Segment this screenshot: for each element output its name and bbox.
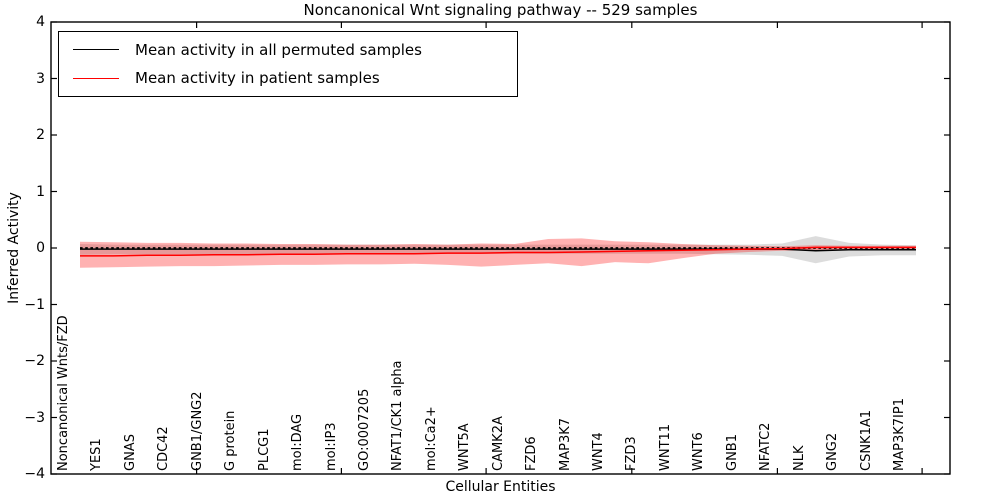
y-tick-label: −4 [24,466,45,482]
legend-label: Mean activity in patient samples [135,69,380,88]
x-category-label: GNB1 [724,434,740,471]
legend-label: Mean activity in all permuted samples [135,40,422,59]
x-category-label: mol:DAG [290,413,306,471]
x-category-label: CDC42 [156,426,172,471]
y-tick-label: 2 [36,127,45,143]
x-axis-label: Cellular Entities [445,479,556,495]
x-category-label: GNB1/GNG2 [189,391,205,471]
legend-item-patient: Mean activity in patient samples [59,65,517,91]
patient-line-swatch [73,77,119,79]
x-category-label: MAP3K7IP1 [892,398,907,471]
x-category-label: WNT11 [657,423,673,471]
legend: Mean activity in all permuted samples Me… [58,31,518,97]
x-category-label: PLCG1 [256,428,272,471]
x-category-label: GO:0007205 [356,388,372,471]
x-category-label: CAMK2A [490,416,506,471]
x-category-label: YES1 [89,438,105,471]
x-category-label: GNG2 [825,432,841,471]
y-tick-label: −2 [24,353,45,369]
y-tick-label: 4 [36,14,45,30]
x-category-label: G protein [223,410,239,471]
y-tick-label: 1 [36,183,45,200]
x-category-label: WNT4 [591,432,607,471]
y-tick-label: −1 [24,296,45,313]
x-category-label: Noncanonical Wnts/FZD [56,315,71,471]
x-category-label: WNT5A [457,423,473,471]
y-tick-label: −3 [24,409,45,426]
x-category-label: NLK [791,445,807,472]
permuted-line-swatch [73,49,119,51]
y-tick-label: 0 [36,240,45,256]
x-category-label: GNAS [122,434,138,471]
x-category-label: mol:IP3 [323,422,339,471]
x-category-label: NFAT1/CK1 alpha [390,360,406,471]
x-category-label: FZD6 [524,436,540,471]
x-category-label: mol:Ca2+ [423,406,439,471]
chart-title: Noncanonical Wnt signaling pathway -- 52… [303,1,698,19]
x-category-label: MAP3K7 [557,417,573,471]
x-category-label: NFATC2 [758,422,774,471]
patient-mean-line [80,246,916,257]
legend-item-permuted: Mean activity in all permuted samples [59,37,517,63]
y-tick-label: 3 [36,70,45,87]
x-category-label: CSNK1A1 [858,409,874,471]
x-category-label: FZD3 [624,436,640,471]
x-category-label: WNT6 [691,432,707,471]
